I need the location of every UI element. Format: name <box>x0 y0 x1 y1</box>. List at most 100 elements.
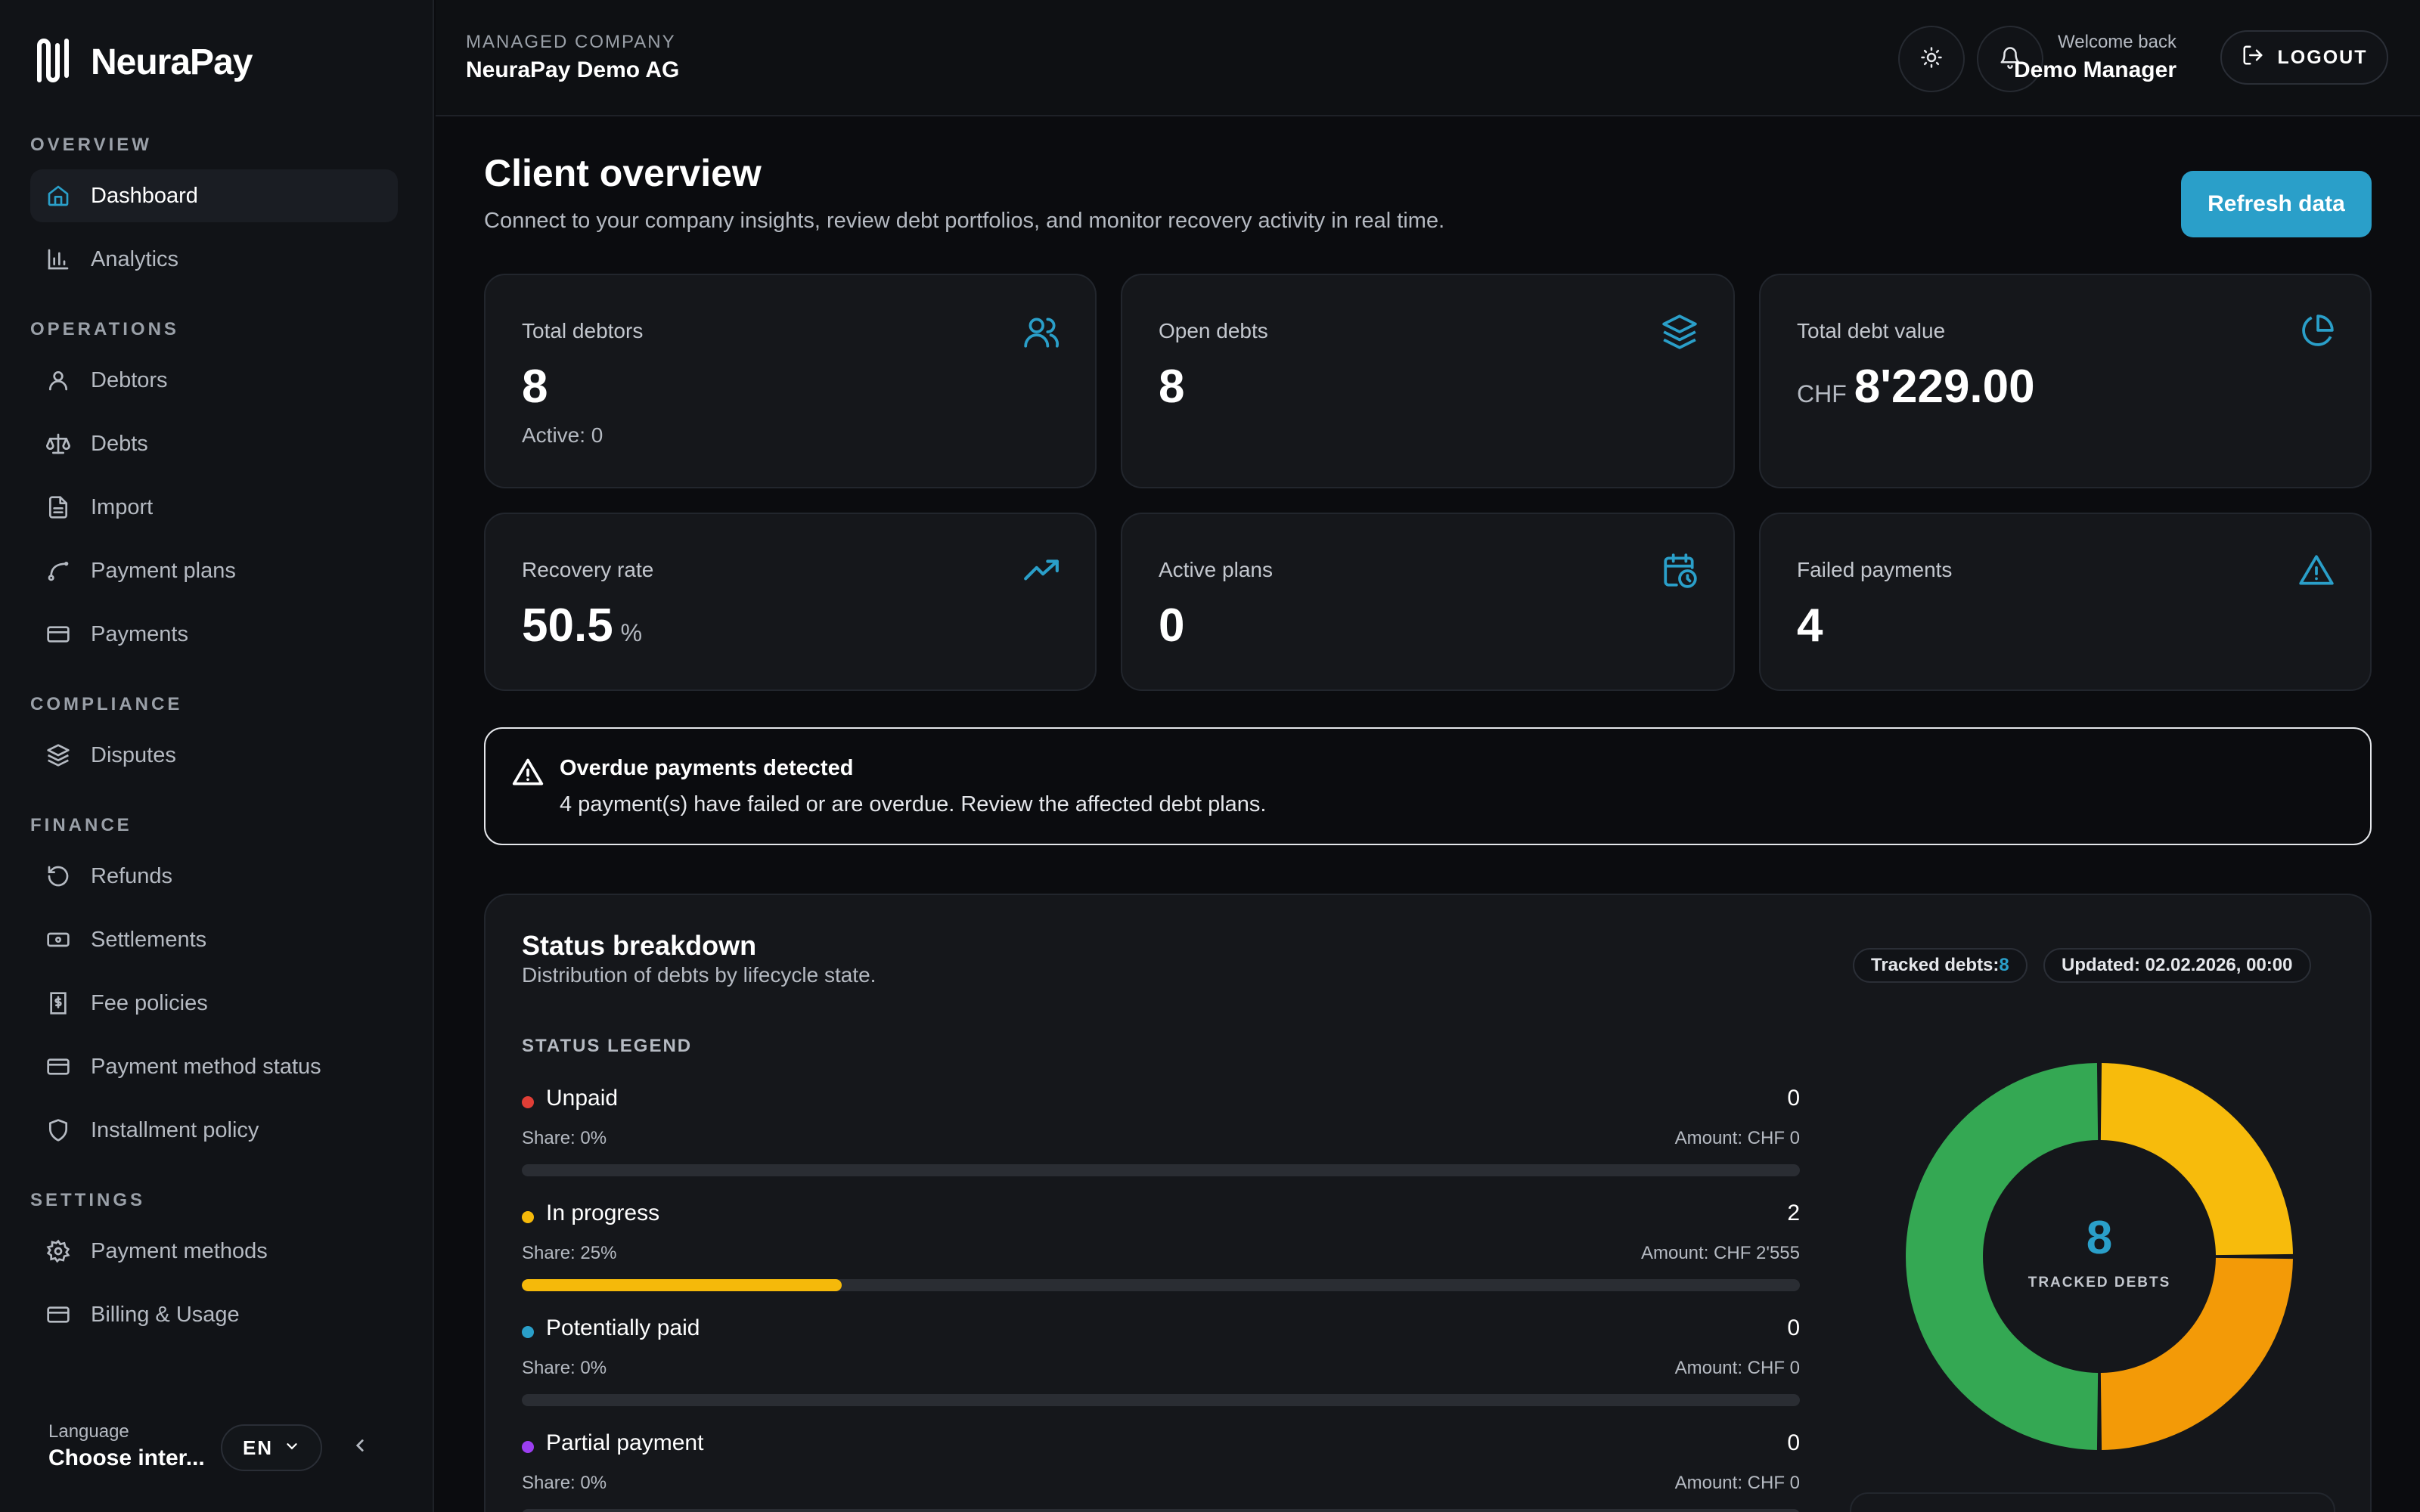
sidebar-item-analytics[interactable]: Analytics <box>30 233 398 286</box>
tracked-debts-value: 8 <box>1999 955 2009 975</box>
legend-progress-fill <box>522 1279 842 1291</box>
sidebar-item-settlements[interactable]: Settlements <box>30 913 398 966</box>
kpi-value: 0 <box>1159 600 1185 652</box>
sidebar-item-refunds[interactable]: Refunds <box>30 850 398 903</box>
sidebar-item-disputes[interactable]: Disputes <box>30 729 398 782</box>
brand-logo[interactable]: NeuraPay <box>33 38 253 87</box>
legend-amount: Amount: CHF 0 <box>1674 1473 1800 1493</box>
legend-name: Unpaid <box>546 1086 619 1111</box>
sidebar-item-billing-usage[interactable]: Billing & Usage <box>30 1288 398 1341</box>
sidebar-item-payments[interactable]: Payments <box>30 608 398 661</box>
sidebar-item-debtors[interactable]: Debtors <box>30 354 398 407</box>
sidebar-item-label: Payment plans <box>91 558 236 583</box>
legend-dot <box>522 1211 534 1223</box>
home-icon <box>45 183 71 209</box>
kpi-label: Active plans <box>1159 558 1273 581</box>
currency-prefix: CHF <box>1797 380 1847 407</box>
tracked-debts-label: Tracked debts: <box>1871 955 2000 975</box>
legend-amount: Amount: CHF 0 <box>1674 1128 1800 1148</box>
collapse-sidebar-button[interactable] <box>345 1432 375 1462</box>
layers-icon <box>45 742 71 768</box>
sidebar-item-import[interactable]: Import <box>30 481 398 534</box>
bell-icon <box>1999 46 2021 73</box>
sidebar-item-label: Fee policies <box>91 990 208 1015</box>
user-name: Demo Manager <box>2013 57 2176 82</box>
kpi-label: Failed payments <box>1797 558 1953 581</box>
nav-section-overview: OVERVIEW <box>30 135 152 155</box>
warning-icon <box>511 756 544 789</box>
logout-button[interactable]: LOGOUT <box>2220 30 2388 85</box>
legend-progress-track <box>522 1509 1800 1512</box>
kpi-label: Recovery rate <box>522 558 654 581</box>
kpi-value: 4 <box>1797 600 1823 652</box>
sidebar-item-label: Dashboard <box>91 183 198 208</box>
sidebar-item-label: Disputes <box>91 742 176 767</box>
chevron-left-icon <box>350 1436 370 1459</box>
sidebar-item-label: Payments <box>91 621 188 646</box>
card-icon <box>45 1302 71 1328</box>
nav-section-compliance: COMPLIANCE <box>30 694 183 714</box>
scale-icon <box>45 431 71 457</box>
sidebar-item-installment-policy[interactable]: Installment policy <box>30 1104 398 1157</box>
receipt-icon <box>45 990 71 1016</box>
legend-row-potentially-paid: Potentially paid 0 Share: 0% Amount: CHF… <box>522 1315 1800 1421</box>
legend-progress-track <box>522 1279 1800 1291</box>
logout-label: LOGOUT <box>2277 46 2368 68</box>
sidebar-item-label: Settlements <box>91 927 207 952</box>
legend-dot <box>522 1326 534 1338</box>
legend-dot <box>522 1096 534 1108</box>
percent-suffix: % <box>620 619 643 646</box>
sidebar-item-dashboard[interactable]: Dashboard <box>30 169 398 222</box>
neurapay-logo-icon <box>33 38 76 87</box>
kpi-label: Total debt value <box>1797 319 1946 342</box>
kpi-sub: Active: 0 <box>522 423 603 447</box>
managed-company-name: NeuraPay Demo AG <box>466 57 680 82</box>
status-detail-box <box>1850 1492 2335 1512</box>
nav-section-settings: SETTINGS <box>30 1190 146 1210</box>
notifications-button[interactable] <box>1977 26 2043 92</box>
kpi-total-debt-value: Total debt value CHF 8'229.00 <box>1759 274 2372 488</box>
sidebar-item-payment-method-status[interactable]: Payment method status <box>30 1040 398 1093</box>
legend-count: 0 <box>1787 1086 1800 1111</box>
pie-chart-icon <box>2297 313 2335 351</box>
legend-name: In progress <box>546 1201 660 1225</box>
donut-center-value: 8 <box>2086 1212 2113 1264</box>
legend-dot <box>522 1441 534 1453</box>
kpi-active-plans: Active plans 0 <box>1121 513 1735 691</box>
page-subtitle: Connect to your company insights, review… <box>484 209 1445 233</box>
chevron-down-icon <box>284 1436 300 1460</box>
route-icon <box>45 558 71 584</box>
alert-title: Overdue payments detected <box>560 756 854 780</box>
sidebar-item-label: Refunds <box>91 863 173 888</box>
sidebar-item-payment-methods[interactable]: Payment methods <box>30 1225 398 1278</box>
legend-amount: Amount: CHF 2'555 <box>1640 1243 1800 1263</box>
sidebar-item-label: Payment methods <box>91 1238 268 1263</box>
kpi-value: 8 <box>522 361 548 413</box>
tracked-debts-badge: Tracked debts: 8 <box>1853 948 2028 983</box>
status-breakdown-title: Status breakdown <box>522 930 757 961</box>
language-code: EN <box>242 1436 274 1459</box>
sidebar-item-label: Debtors <box>91 367 168 392</box>
kpi-value-wrap: 50.5% <box>522 599 642 652</box>
language-select[interactable]: EN <box>221 1424 322 1471</box>
sidebar-item-payment-plans[interactable]: Payment plans <box>30 544 398 597</box>
sidebar-item-fee-policies[interactable]: Fee policies <box>30 977 398 1030</box>
page-title: Client overview <box>484 152 762 194</box>
bar-chart-icon <box>45 246 71 272</box>
donut-segment-1 <box>2100 1257 2293 1450</box>
refresh-data-button[interactable]: Refresh data <box>2181 171 2372 237</box>
kpi-value: 8 <box>1159 361 1185 413</box>
sidebar-item-debts[interactable]: Debts <box>30 417 398 470</box>
file-icon <box>45 494 71 520</box>
legend-progress-track <box>522 1164 1800 1176</box>
sidebar-item-label: Import <box>91 494 154 519</box>
theme-toggle-button[interactable] <box>1898 26 1965 92</box>
sidebar: NeuraPay OVERVIEW Dashboard Analytics OP… <box>0 0 434 1512</box>
warning-icon <box>2297 552 2335 590</box>
kpi-failed-payments: Failed payments 4 <box>1759 513 2372 691</box>
sidebar-item-label: Installment policy <box>91 1117 259 1142</box>
sidebar-item-label: Analytics <box>91 246 179 271</box>
legend-share: Share: 0% <box>522 1128 607 1148</box>
language-value[interactable]: Choose inter... <box>48 1445 205 1470</box>
legend-progress-track <box>522 1394 1800 1406</box>
